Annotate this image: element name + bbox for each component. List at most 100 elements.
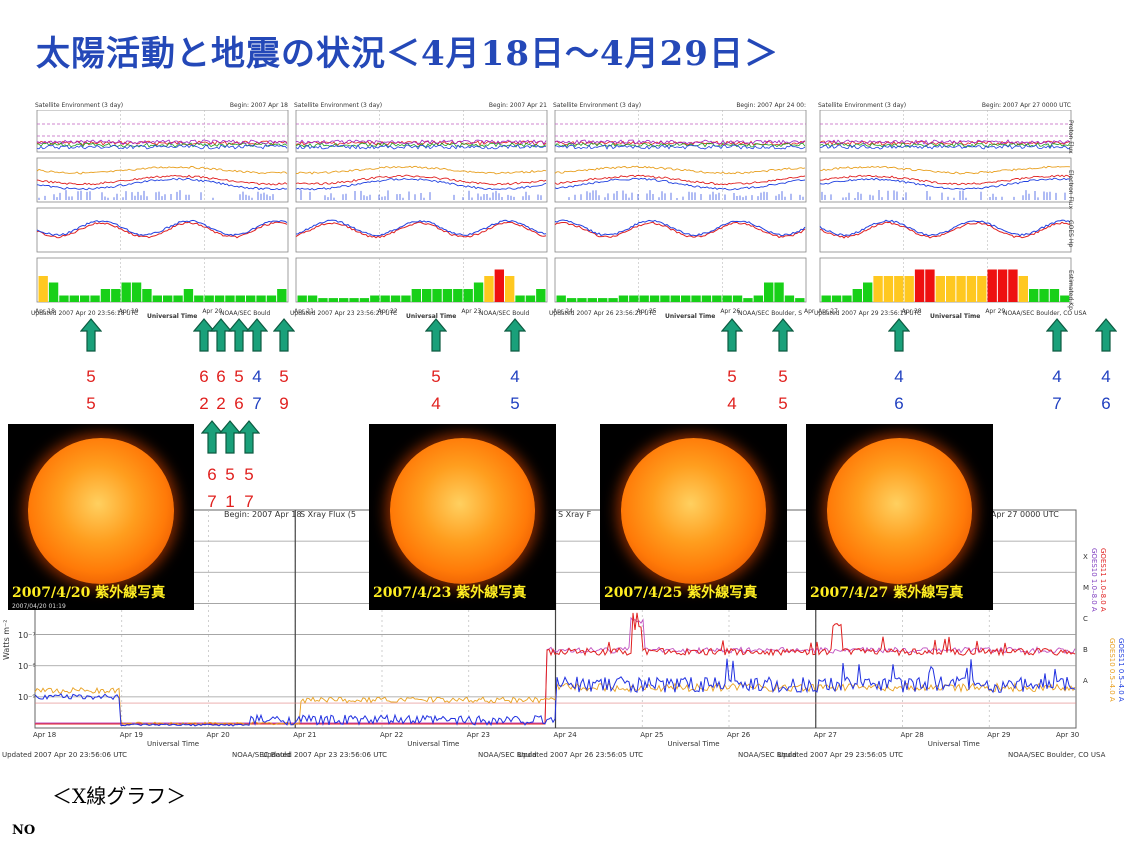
magnitude-ones: 5 <box>86 394 96 413</box>
kp-bar <box>142 289 152 302</box>
x-tick-label: Apr 22 <box>377 308 398 315</box>
kp-bar <box>422 289 432 302</box>
magnitude-ones: 4 <box>431 394 441 413</box>
footer-note: NO <box>12 823 36 838</box>
kp-bar <box>987 269 997 302</box>
kp-bar <box>401 295 411 302</box>
kp-bar <box>914 269 925 302</box>
hp-series <box>295 221 547 239</box>
magnitude-tens: 4 <box>1052 367 1062 386</box>
sun-disk <box>826 438 973 584</box>
magnitude-tens: 4 <box>510 367 520 386</box>
satellite-plot-1: Satellite Environment (3 day) Begin: 2007… <box>35 102 290 320</box>
satellite-plot-4: Satellite Environment (3 day) Begin: 2007… <box>818 102 1073 320</box>
sun-disk <box>620 438 767 584</box>
proton-series <box>295 144 547 150</box>
kp-bar <box>318 298 328 302</box>
flare-class-label: B <box>1083 646 1088 654</box>
x-tick-label: Apr 29 <box>985 308 1006 315</box>
x-tick-label: Apr 20 <box>202 308 223 315</box>
kp-bar <box>525 295 536 302</box>
kp-bar <box>442 289 453 302</box>
kp-bar <box>743 298 753 302</box>
satellite-plot-2: Satellite Environment (3 day) Begin: 2007… <box>294 102 549 320</box>
proton-series <box>819 144 1071 150</box>
magnitude-tens: 5 <box>279 367 289 386</box>
kp-bar <box>131 282 142 302</box>
kp-bar <box>639 295 649 302</box>
kp-bar <box>598 298 608 302</box>
sun-disk <box>389 438 536 584</box>
photo-timestamp: 2007/04/20 01:19 <box>12 603 66 610</box>
kp-bar <box>152 295 162 302</box>
plot-updated-footer: Updated 2007 Apr 20 23:56:18 UTC <box>31 310 139 317</box>
plot-updated-footer: Updated 2007 Apr 26 23:56:20 UTC <box>549 310 657 317</box>
arrow-shape <box>721 318 743 352</box>
xray-footer: NOAA/SEC Boulder, CO USA <box>1008 751 1106 759</box>
electron-series <box>295 165 547 175</box>
sun-photo: 2007/4/23 紫外線写真 <box>369 424 556 610</box>
magnitude-ones: 7 <box>207 492 217 511</box>
kp-bar <box>1060 295 1070 302</box>
plot-header-right: Begin: 2007 Apr 27 0000 UTC <box>981 102 1071 109</box>
kp-bar <box>453 289 463 302</box>
proton-series <box>295 142 547 148</box>
kp-bar <box>235 295 245 302</box>
kp-bar <box>966 276 977 302</box>
plot-source-footer: NOAA/SEC Bould <box>479 310 530 317</box>
up-arrow-icon <box>1095 318 1117 352</box>
kp-bar <box>370 295 380 302</box>
up-arrow-icon <box>772 318 794 352</box>
xray-header: S Xray F <box>558 510 592 519</box>
plot-source-footer: NOAA/SEC Bould <box>220 310 271 317</box>
magnitude-tens: 4 <box>894 367 904 386</box>
photo-caption: 2007/4/27 紫外線写真 <box>810 585 964 601</box>
up-arrow-icon <box>721 318 743 352</box>
legend-entry: GOES10 1.0–8.0 A <box>1090 548 1098 612</box>
magnitude-ones: 4 <box>727 394 737 413</box>
kp-bar <box>873 276 883 302</box>
kp-bar <box>494 269 504 302</box>
plot-source-footer: NOAA/SEC Boulder, CO USA <box>1003 310 1087 317</box>
magnitude-ones: 1 <box>225 492 235 511</box>
electron-dropouts <box>300 190 542 200</box>
kp-bar <box>463 289 473 302</box>
kp-bar <box>256 295 266 302</box>
kp-bar <box>214 295 225 302</box>
x-axis-label: Universal Time <box>147 313 198 320</box>
kp-bar <box>831 295 842 302</box>
photo-caption: 2007/4/20 紫外線写真 <box>12 585 166 601</box>
kp-bar <box>764 282 774 302</box>
kp-bar <box>977 276 987 302</box>
kp-bar <box>842 295 852 302</box>
kp-bar <box>297 295 307 302</box>
flare-class-label: X <box>1083 552 1088 561</box>
photo-caption: 2007/4/25 紫外線写真 <box>604 585 758 601</box>
hp-series <box>554 219 806 237</box>
x-tick-label: Apr 21 <box>294 308 314 315</box>
kp-bar <box>1039 289 1049 302</box>
plot-panels <box>819 110 1072 303</box>
plot-header-right: Begin: 2007 Apr 24 00: <box>736 102 806 109</box>
arrow-shape <box>238 420 260 454</box>
plot-header-left: Satellite Environment (3 day) <box>818 102 907 109</box>
plot-panels <box>36 110 289 303</box>
y-axis-label: Watts m⁻² <box>2 619 11 660</box>
hp-series <box>295 219 547 237</box>
kp-bar <box>577 298 587 302</box>
kp-bar <box>629 295 639 302</box>
arrow-shape <box>246 318 268 352</box>
kp-bar <box>277 289 287 302</box>
kp-bar <box>649 295 660 302</box>
arrow-shape <box>80 318 102 352</box>
plot-updated-footer: Updated 2007 Apr 23 23:56:20 UTC <box>290 310 398 317</box>
kp-bar <box>390 295 401 302</box>
xray-graph-label: ＜X線グラフ＞ <box>52 784 187 808</box>
x-axis-label: Universal Time <box>406 313 457 320</box>
xray-header: S Xray Flux (5 <box>300 510 356 519</box>
